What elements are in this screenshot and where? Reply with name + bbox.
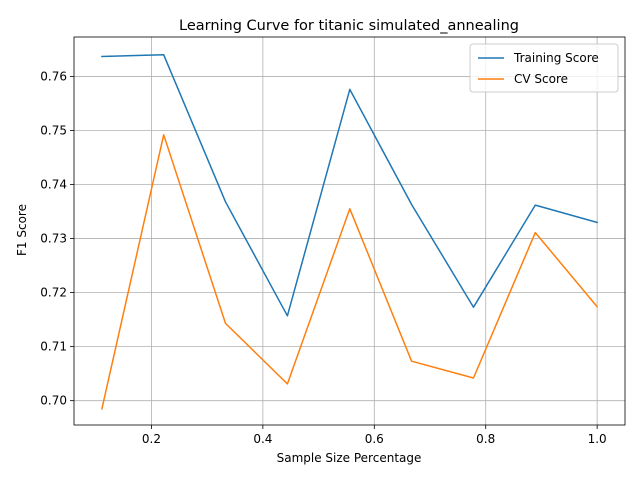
series-line-training-score [101,54,599,317]
plot-frame [73,36,626,426]
y-tick-label: 0.76 [40,69,67,83]
chart-title: Learning Curve for titanic simulated_ann… [179,18,519,34]
y-tick-label: 0.74 [40,178,67,192]
x-tick-label: 0.4 [253,432,272,446]
y-tick-label: 0.71 [40,340,67,354]
grid-lines [74,37,625,425]
y-axis-label: F1 Score [15,204,29,256]
y-tick-label: 0.75 [40,123,67,137]
x-tick-label: 1.0 [588,432,607,446]
x-tick-label: 0.6 [365,432,384,446]
y-tick-label: 0.73 [40,232,67,246]
y-tick-label: 0.72 [40,286,67,300]
series-line-cv-score [101,134,599,410]
y-tick-label: 0.70 [40,394,67,408]
legend-entry-label: Training Score [513,51,599,65]
x-tick-label: 0.8 [476,432,495,446]
legend-box [469,43,619,93]
series-lines [101,54,599,410]
y-axis-ticks: 0.70 0.71 0.72 0.73 0.74 0.75 0.76 [40,69,74,408]
legend-entry-label: CV Score [514,72,568,86]
x-axis-ticks: 0.2 0.4 0.6 0.8 1.0 [142,425,607,446]
legend: Training Score CV Score [469,43,619,93]
x-axis-label: Sample Size Percentage [277,451,422,465]
x-tick-label: 0.2 [142,432,161,446]
